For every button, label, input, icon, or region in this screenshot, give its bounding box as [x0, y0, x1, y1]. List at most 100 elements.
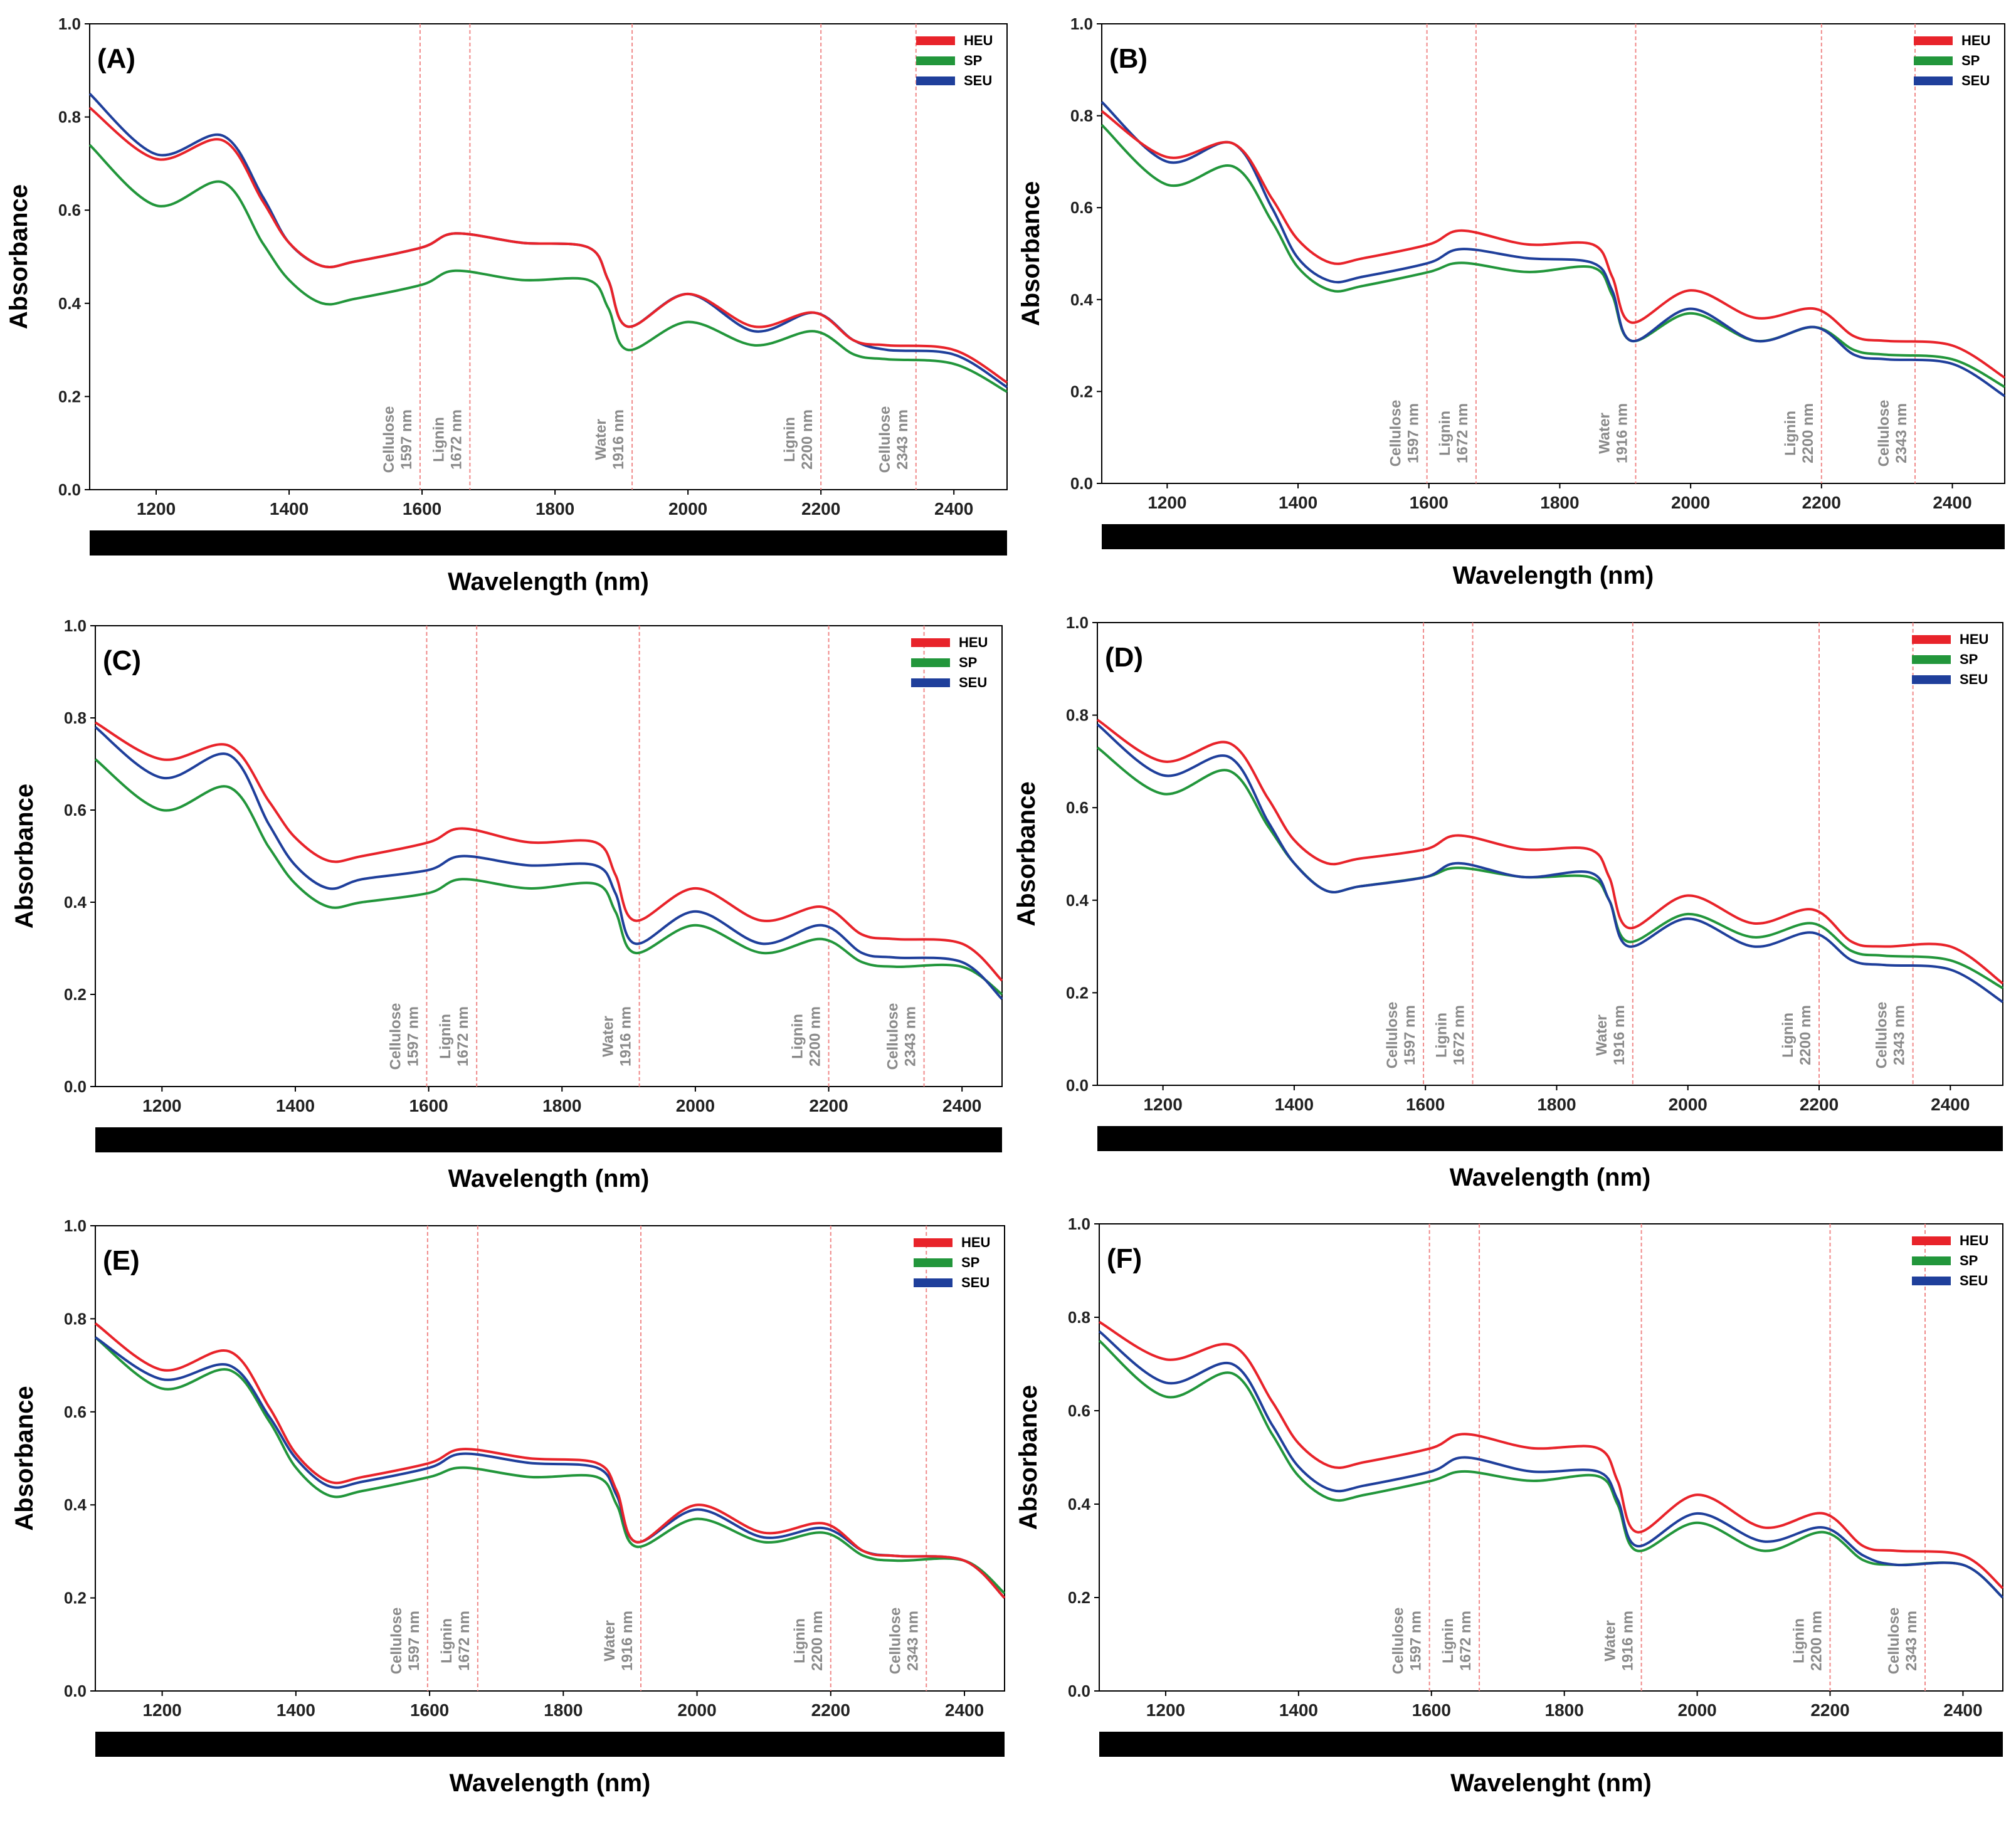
- x-tick-label: 1800: [1545, 1700, 1584, 1720]
- legend-swatch-sp: [914, 1258, 953, 1267]
- y-tick-label: 0.4: [58, 294, 82, 313]
- x-tick-label: 2200: [1802, 493, 1841, 512]
- y-tick-label: 0.6: [58, 201, 81, 219]
- annotation-text: Lignin: [1780, 1013, 1797, 1058]
- y-axis-label: Absorbance: [11, 1386, 38, 1530]
- chart-panel-e: 0.0 0.2 0.4 0.6 0.8 1.0 1200 1400 1600 1800 2000 22…: [0, 1207, 1015, 1812]
- legend-label-sp: SP: [964, 53, 982, 68]
- legend-swatch-heu: [1912, 1236, 1951, 1245]
- y-tick-label: 0.4: [1068, 1495, 1091, 1514]
- y-tick-label: 0.2: [58, 387, 81, 406]
- chart-svg: 0.0 0.2 0.4 0.6 0.8 1.0 1200 1400 1600 1800 2000 22…: [11, 616, 1003, 1193]
- x-tick-label: 1600: [1406, 1095, 1445, 1114]
- legend-swatch-seu: [1912, 1277, 1951, 1285]
- y-tick-label: 0.8: [1066, 706, 1089, 725]
- annotation-label: Cellulose 1597 nm: [1388, 400, 1422, 467]
- y-tick-label: 0.2: [1068, 1588, 1090, 1607]
- annotation-text: Lignin: [438, 1618, 455, 1663]
- annotation-text: Lignin: [791, 1618, 808, 1663]
- annotation-text: 1672 nm: [455, 1006, 472, 1066]
- series-line-heu: [88, 107, 1008, 384]
- panel-label: (D): [1105, 642, 1143, 673]
- annotation-label: Lignin 1672 nm: [1440, 1611, 1474, 1671]
- y-tick-label: 0.4: [64, 1495, 87, 1514]
- annotation-text: Water: [593, 419, 610, 460]
- axis-black-bar: [90, 530, 1007, 556]
- y-tick-label: 0.0: [64, 1077, 87, 1096]
- annotation-text: Lignin: [1437, 411, 1454, 456]
- series-line-seu: [1100, 101, 2006, 398]
- annotation-text: 1597 nm: [406, 1611, 423, 1671]
- y-tick-label: 0.6: [64, 1403, 87, 1421]
- annotation-text: Water: [601, 1620, 618, 1661]
- x-tick-label: 1600: [1412, 1700, 1451, 1720]
- x-tick-label: 1200: [142, 1096, 181, 1115]
- series-line-sp: [1100, 124, 2005, 388]
- legend-label-sp: SP: [959, 655, 977, 670]
- panel-label: (B): [1109, 43, 1148, 74]
- annotation-text: 2343 nm: [894, 409, 911, 470]
- annotation-text: 1597 nm: [1405, 403, 1422, 463]
- annotation-label: Cellulose 2343 nm: [887, 1608, 921, 1675]
- annotation-label: Cellulose 2343 nm: [1874, 1002, 1908, 1069]
- y-tick-label: 1.0: [1068, 1214, 1090, 1233]
- x-tick-label: 1200: [1146, 1700, 1185, 1720]
- y-tick-label: 0.0: [1070, 474, 1093, 493]
- x-tick-label: 2400: [1931, 1095, 1970, 1114]
- x-tick-label: 2000: [676, 1096, 715, 1115]
- y-tick-label: 0.8: [58, 108, 81, 127]
- series-line-heu: [95, 721, 1003, 982]
- y-tick-label: 0.6: [1068, 1401, 1090, 1420]
- annotation-text: 1916 nm: [610, 409, 627, 470]
- annotation-label: Cellulose 1597 nm: [381, 406, 415, 473]
- annotation-text: Lignin: [1440, 1618, 1457, 1663]
- chart-svg: 0.0 0.2 0.4 0.6 0.8 1.0 1200 1400 1600 1800 2000 22…: [11, 1216, 1006, 1797]
- chart-panel-b: 0.0 0.2 0.4 0.6 0.8 1.0 1200 1400 1600 1800 2000 22…: [1001, 0, 2016, 605]
- annotation-text: Lignin: [1433, 1013, 1450, 1058]
- annotation-text: Cellulose: [388, 1608, 405, 1675]
- annotation-label: Water 1916 nm: [593, 409, 627, 470]
- x-tick-label: 1600: [409, 1096, 448, 1115]
- annotation-text: Cellulose: [1886, 1608, 1903, 1675]
- annotation-label: Cellulose 1597 nm: [1390, 1608, 1425, 1675]
- annotation-text: 1672 nm: [456, 1611, 473, 1671]
- annotation-text: Water: [600, 1016, 617, 1057]
- chart-panel-a: 0.0 0.2 0.4 0.6 0.8 1.0 1200 1400 1600 1800 2000 22…: [0, 0, 1015, 605]
- annotation-label: Water 1916 nm: [600, 1006, 635, 1066]
- chart-svg: 0.0 0.2 0.4 0.6 0.8 1.0 1200 1400 1600 1800 2000 22…: [1013, 613, 2004, 1191]
- legend-label-heu: HEU: [1960, 1233, 1988, 1248]
- series-line-seu: [94, 726, 1003, 1000]
- annotation-label: Cellulose 1597 nm: [1384, 1002, 1418, 1069]
- annotation-label: Lignin 1672 nm: [1437, 403, 1471, 463]
- annotation-text: Cellulose: [1388, 400, 1405, 467]
- annotation-text: Cellulose: [1384, 1002, 1401, 1069]
- x-tick-label: 1800: [542, 1096, 581, 1115]
- annotation-label: Lignin 1672 nm: [437, 1006, 472, 1066]
- legend-label-seu: SEU: [964, 73, 992, 88]
- x-axis-label: Wavelength (nm): [448, 1165, 650, 1193]
- legend-swatch-heu: [911, 638, 950, 647]
- annotation-label: Cellulose 2343 nm: [1876, 400, 1910, 467]
- x-tick-label: 2400: [1943, 1700, 1982, 1720]
- x-tick-label: 1200: [1148, 493, 1186, 512]
- series-line-sp: [1096, 746, 2003, 989]
- annotation-text: 1597 nm: [404, 1006, 421, 1066]
- legend-swatch-heu: [916, 36, 955, 45]
- annotation-label: Lignin 1672 nm: [1433, 1005, 1468, 1065]
- series-line-heu: [1096, 719, 2004, 985]
- axis-black-bar: [1099, 1732, 2003, 1757]
- y-axis-label: Absorbance: [5, 184, 33, 329]
- legend-swatch-sp: [911, 658, 950, 667]
- annotation-label: Lignin 2200 nm: [1791, 1611, 1825, 1671]
- x-tick-label: 1400: [276, 1096, 315, 1115]
- x-tick-label: 1800: [1537, 1095, 1576, 1114]
- series-line-heu: [1099, 1320, 2004, 1589]
- legend-label-heu: HEU: [1960, 631, 1988, 647]
- series-line-sp: [94, 1336, 1006, 1594]
- annotation-text: 1597 nm: [398, 409, 415, 470]
- y-tick-label: 0.4: [1070, 290, 1094, 309]
- x-tick-label: 2400: [942, 1096, 981, 1115]
- legend-swatch-seu: [1914, 76, 1953, 85]
- legend-label-sp: SP: [1961, 53, 1980, 68]
- legend-swatch-sp: [1912, 1256, 1951, 1265]
